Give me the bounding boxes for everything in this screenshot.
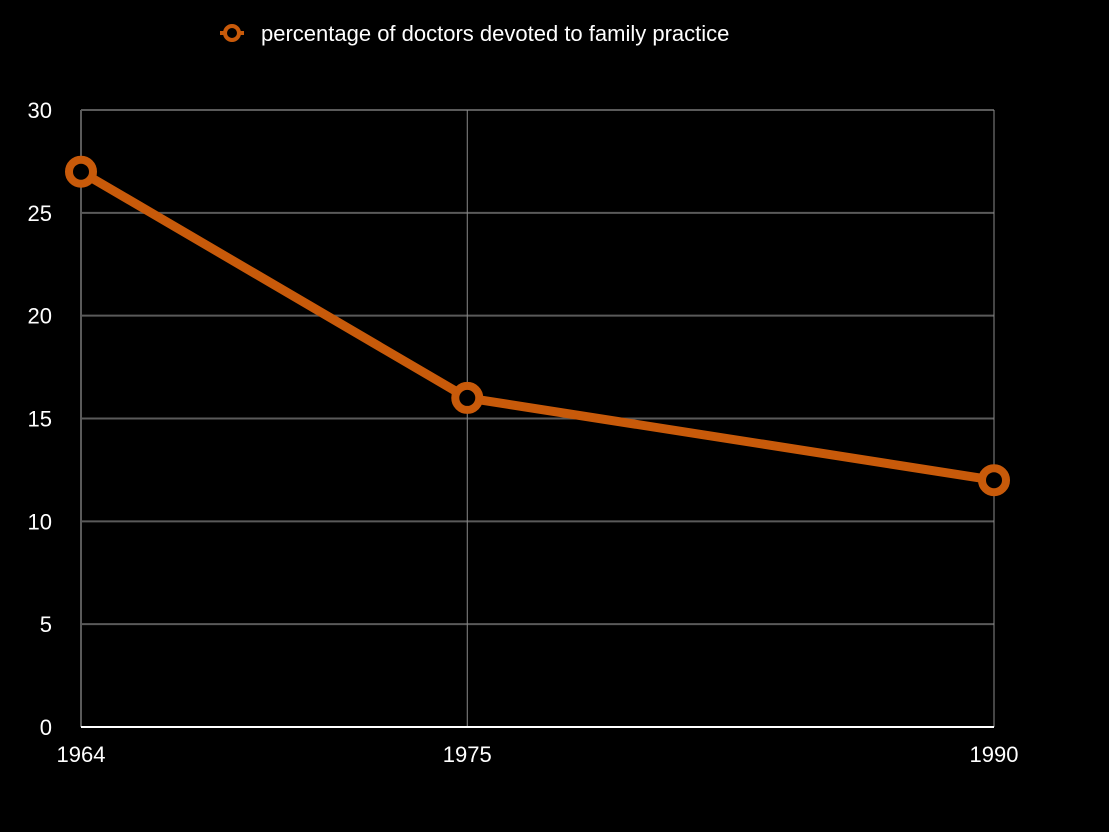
axes — [80, 110, 994, 728]
series-line — [76, 167, 999, 485]
y-tick-label: 0 — [40, 715, 52, 740]
grid — [81, 109, 995, 727]
y-tick-labels: 0 5 10 15 20 25 30 — [28, 98, 52, 740]
data-point-marker — [65, 155, 97, 188]
y-tick-label: 15 — [28, 407, 52, 432]
y-tick-label: 5 — [40, 612, 52, 637]
y-tick-label: 25 — [28, 201, 52, 226]
x-tick-label: 1990 — [970, 742, 1019, 767]
x-tick-label: 1964 — [57, 742, 106, 767]
legend-swatch-marker — [223, 24, 241, 42]
y-tick-label: 30 — [28, 98, 52, 123]
legend: percentage of doctors devoted to family … — [220, 21, 729, 46]
x-tick-labels: 1964 1975 1990 — [57, 742, 1019, 767]
y-tick-label: 10 — [28, 509, 52, 534]
series-layer — [65, 155, 1010, 497]
legend-label: percentage of doctors devoted to family … — [261, 21, 729, 46]
x-tick-label: 1975 — [443, 742, 492, 767]
data-point-marker — [451, 381, 484, 414]
y-tick-label: 20 — [28, 304, 52, 329]
data-point-marker — [978, 464, 1010, 497]
